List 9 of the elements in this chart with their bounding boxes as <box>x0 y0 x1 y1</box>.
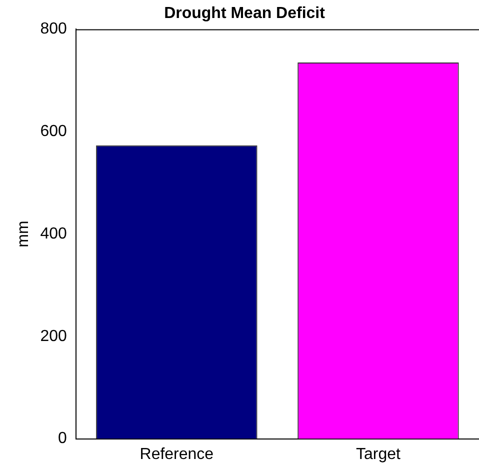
x-tick-label: Target <box>356 446 402 463</box>
y-axis-title: mm <box>15 220 32 248</box>
y-tick-label: 200 <box>40 328 67 345</box>
y-tick-label: 0 <box>58 430 67 448</box>
y-tick-label: 800 <box>40 20 67 38</box>
x-tick-label: Reference <box>140 446 214 463</box>
y-tick-label: 600 <box>40 123 67 140</box>
y-tick-label: 400 <box>40 225 67 242</box>
chart-title: Drought Mean Deficit <box>164 5 326 22</box>
